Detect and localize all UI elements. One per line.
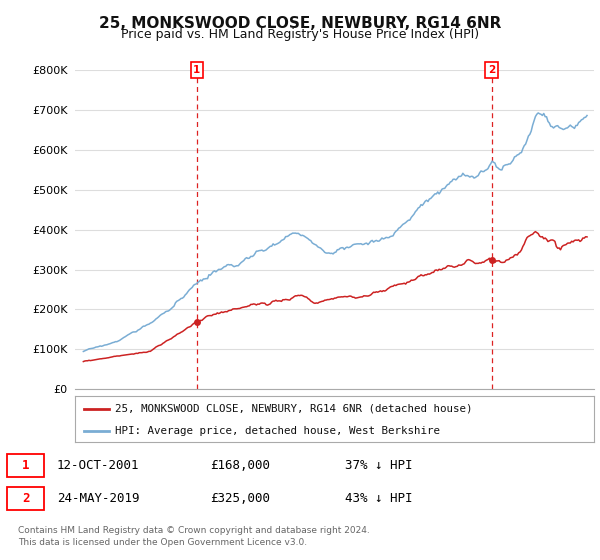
Text: Price paid vs. HM Land Registry's House Price Index (HPI): Price paid vs. HM Land Registry's House … [121,28,479,41]
Text: This data is licensed under the Open Government Licence v3.0.: This data is licensed under the Open Gov… [18,538,307,547]
Text: 43% ↓ HPI: 43% ↓ HPI [345,492,413,505]
Text: 2: 2 [488,65,495,75]
Text: Contains HM Land Registry data © Crown copyright and database right 2024.: Contains HM Land Registry data © Crown c… [18,526,370,535]
Text: 37% ↓ HPI: 37% ↓ HPI [345,459,413,472]
Text: 2: 2 [22,492,29,505]
Text: 25, MONKSWOOD CLOSE, NEWBURY, RG14 6NR (detached house): 25, MONKSWOOD CLOSE, NEWBURY, RG14 6NR (… [115,404,473,414]
Text: 1: 1 [22,459,29,472]
Text: 12-OCT-2001: 12-OCT-2001 [57,459,139,472]
Text: £168,000: £168,000 [210,459,270,472]
FancyBboxPatch shape [7,487,44,510]
Text: 24-MAY-2019: 24-MAY-2019 [57,492,139,505]
Text: 1: 1 [193,65,200,75]
Text: 25, MONKSWOOD CLOSE, NEWBURY, RG14 6NR: 25, MONKSWOOD CLOSE, NEWBURY, RG14 6NR [99,16,501,31]
FancyBboxPatch shape [7,454,44,477]
Text: £325,000: £325,000 [210,492,270,505]
Text: HPI: Average price, detached house, West Berkshire: HPI: Average price, detached house, West… [115,426,440,436]
